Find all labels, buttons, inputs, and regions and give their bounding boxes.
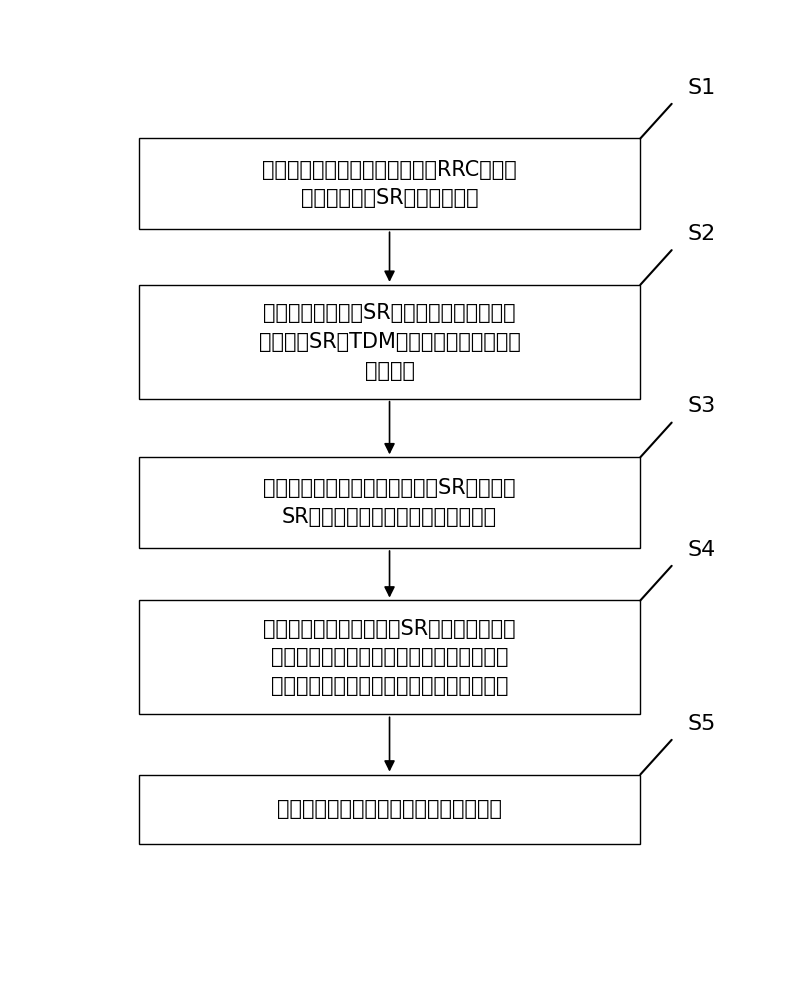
- Bar: [138, 774, 640, 844]
- Text: S5: S5: [688, 714, 716, 734]
- Text: 用户设备产生多个SR，并根据所述时间偏移
量将多个SR按TDM方式依次向第一连接点
装置发送: 用户设备产生多个SR，并根据所述时间偏移 量将多个SR按TDM方式依次向第一连接…: [259, 303, 520, 381]
- Text: 第一连接点装置保留对应的一个SR，将其余
SR发送给相应的其他第二连接点装置: 第一连接点装置保留对应的一个SR，将其余 SR发送给相应的其他第二连接点装置: [263, 478, 516, 527]
- Text: S3: S3: [688, 396, 716, 416]
- Text: 用户设备从第一连接点装置接收RRC信令，
获得发送多个SR的时间偏移量: 用户设备从第一连接点装置接收RRC信令， 获得发送多个SR的时间偏移量: [262, 160, 517, 208]
- Bar: [138, 138, 640, 229]
- Text: 各连接点装置接收对应的SR，并各自进行调
度协调，若连接点装置同意与用户设备产生
数据传输，则向用户设备发送调度授权指令: 各连接点装置接收对应的SR，并各自进行调 度协调，若连接点装置同意与用户设备产生…: [263, 619, 516, 696]
- Text: 用户设备向指定连接点装置发送上行数据: 用户设备向指定连接点装置发送上行数据: [277, 799, 502, 819]
- Bar: [138, 600, 640, 714]
- Bar: [138, 285, 640, 399]
- Text: S1: S1: [688, 78, 716, 98]
- Text: S4: S4: [688, 540, 716, 560]
- Bar: [138, 457, 640, 548]
- Text: S2: S2: [688, 224, 716, 244]
